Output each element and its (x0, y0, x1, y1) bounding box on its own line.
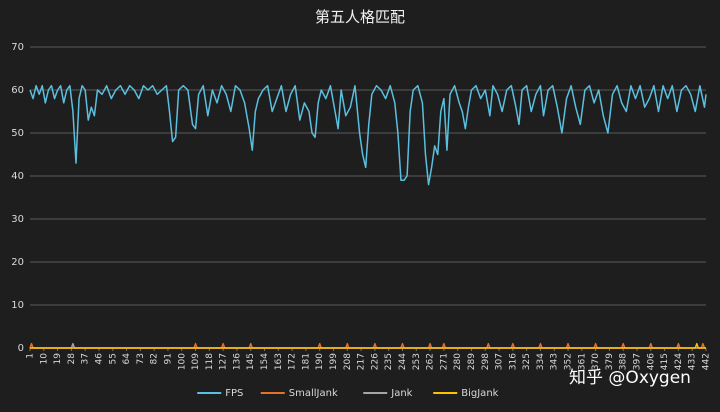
x-tick-label: 28 (67, 353, 77, 365)
x-tick-label: 307 (495, 353, 505, 370)
chart-title: 第五人格匹配 (315, 8, 405, 26)
x-tick-label: 433 (688, 353, 698, 370)
y-tick-label: 60 (11, 85, 24, 96)
x-tick-label: 208 (343, 353, 353, 370)
x-tick-label: 271 (439, 353, 449, 370)
x-tick-label: 127 (219, 353, 229, 370)
y-tick-label: 30 (11, 214, 24, 225)
watermark: 知乎 @Oxygen (569, 368, 691, 388)
x-tick-label: 442 (702, 353, 712, 370)
x-tick-label: 397 (633, 353, 643, 370)
x-tick-label: 163 (274, 353, 284, 370)
x-tick-label: 145 (246, 353, 256, 370)
x-tick-label: 415 (660, 353, 670, 370)
x-tick-label: 172 (288, 353, 298, 370)
x-tick-label: 181 (301, 353, 311, 370)
x-tick-label: 280 (453, 353, 463, 370)
y-tick-label: 40 (11, 171, 24, 182)
y-tick-label: 20 (11, 257, 24, 268)
x-tick-label: 334 (536, 353, 546, 370)
x-tick-label: 55 (108, 353, 118, 364)
x-tick-label: 235 (384, 353, 394, 370)
x-tick-label: 406 (646, 353, 656, 370)
x-tick-label: 136 (232, 353, 242, 370)
x-tick-label: 118 (205, 353, 215, 370)
x-tick-label: 253 (412, 353, 422, 370)
x-tick-label: 352 (564, 353, 574, 370)
y-tick-label: 50 (11, 128, 24, 139)
x-tick-label: 10 (39, 353, 49, 365)
legend-label: SmallJank (289, 388, 338, 399)
x-tick-label: 91 (163, 353, 173, 364)
legend-label: BigJank (461, 388, 498, 399)
legend-label: FPS (225, 388, 243, 399)
x-tick-label: 316 (508, 353, 518, 370)
x-tick-label: 1 (26, 353, 36, 359)
x-tick-label: 73 (136, 353, 146, 364)
x-tick-label: 217 (357, 353, 367, 370)
x-tick-label: 46 (94, 353, 104, 365)
x-tick-label: 289 (467, 353, 477, 370)
x-tick-label: 343 (550, 353, 560, 370)
series-line (29, 84, 707, 186)
x-tick-label: 199 (329, 353, 339, 370)
y-tick-label: 10 (11, 300, 24, 311)
x-tick-label: 226 (370, 353, 380, 370)
x-tick-label: 379 (605, 353, 615, 370)
x-tick-label: 37 (81, 353, 91, 364)
y-tick-label: 0 (18, 343, 24, 354)
x-tick-label: 298 (481, 353, 491, 370)
x-tick-label: 325 (522, 353, 532, 370)
y-tick-label: 70 (11, 42, 24, 53)
x-tick-label: 19 (53, 353, 63, 365)
x-tick-label: 262 (426, 353, 436, 370)
x-tick-label: 190 (315, 353, 325, 370)
x-tick-label: 424 (674, 353, 684, 370)
legend-label: Jank (390, 388, 412, 399)
series-line (30, 342, 706, 349)
x-tick-label: 109 (191, 353, 201, 370)
x-tick-label: 82 (150, 353, 160, 364)
x-tick-label: 154 (260, 353, 270, 370)
x-tick-label: 64 (122, 353, 132, 365)
x-tick-label: 100 (177, 353, 187, 370)
x-tick-label: 361 (577, 353, 587, 370)
x-tick-label: 388 (619, 353, 629, 370)
x-tick-label: 244 (398, 353, 408, 370)
x-tick-label: 370 (591, 353, 601, 370)
